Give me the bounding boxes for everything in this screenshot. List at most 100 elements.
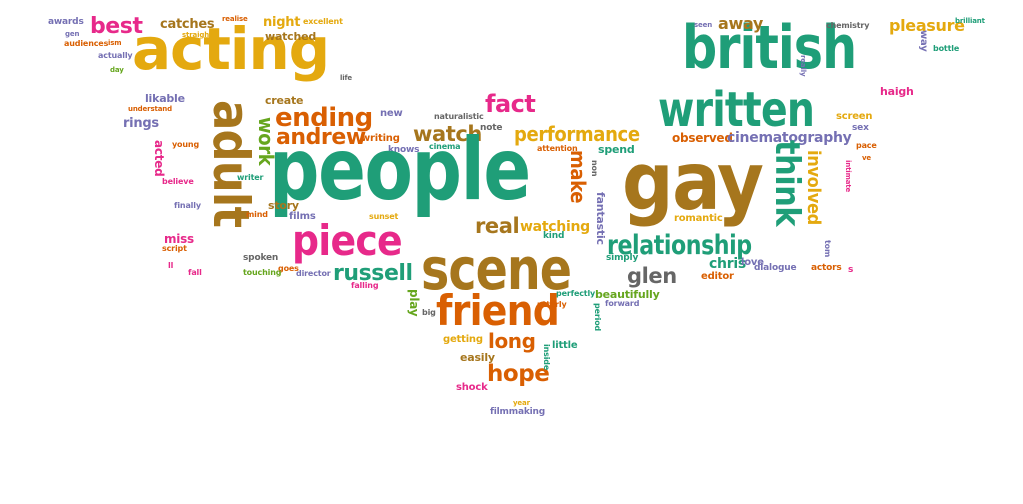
cloud-word-filmmaking: filmmaking bbox=[490, 407, 546, 417]
cloud-word-long: long bbox=[488, 329, 536, 353]
cloud-word-likable: likable bbox=[145, 92, 185, 105]
cloud-word-goes: goes bbox=[278, 264, 299, 273]
cloud-word-forward: forward bbox=[605, 299, 640, 308]
cloud-word-andrew: andrew bbox=[276, 125, 366, 150]
cloud-word-new: new bbox=[380, 108, 403, 119]
cloud-word-scene: scene bbox=[421, 235, 572, 303]
cloud-word-chris: chris bbox=[709, 256, 746, 272]
cloud-word-performance: performance bbox=[514, 122, 640, 146]
cloud-word-bottle: bottle bbox=[933, 44, 960, 53]
cloud-word-life: life bbox=[340, 74, 353, 82]
cloud-word-mind: mind bbox=[246, 210, 268, 219]
cloud-word-beautifully: beautifully bbox=[595, 288, 660, 301]
cloud-word-love: love bbox=[741, 257, 764, 268]
cloud-word-realise: realise bbox=[222, 15, 248, 23]
cloud-word-naturalistic: naturalistic bbox=[434, 112, 484, 121]
cloud-word-year: year bbox=[513, 399, 530, 407]
cloud-word-attention: attention bbox=[537, 144, 578, 153]
cloud-word-watched: watched bbox=[265, 30, 316, 43]
cloud-word-writer: writer bbox=[237, 173, 264, 182]
cloud-word-observed: observed bbox=[672, 131, 733, 145]
cloud-word-ending: ending bbox=[275, 103, 373, 133]
cloud-word-relationship: relationship bbox=[607, 230, 752, 261]
cloud-word-gay: gay bbox=[622, 135, 764, 228]
cloud-word-really: really bbox=[799, 55, 807, 77]
cloud-word-acting: acting bbox=[132, 15, 330, 83]
cloud-word-spoken: spoken bbox=[243, 253, 279, 263]
cloud-word-real: real bbox=[475, 214, 520, 238]
cloud-word-day: day bbox=[110, 66, 124, 74]
cloud-word-little: little bbox=[552, 340, 578, 351]
cloud-word-make: make bbox=[566, 150, 590, 204]
cloud-word-acted: acted bbox=[152, 140, 166, 177]
cloud-word-watch: watch bbox=[413, 122, 482, 146]
cloud-word-young: young bbox=[172, 140, 200, 149]
cloud-word-seen: seen bbox=[694, 21, 713, 29]
cloud-word-tom: tom bbox=[823, 240, 832, 258]
cloud-word-glen: glen bbox=[627, 264, 677, 288]
cloud-word-script: script bbox=[162, 244, 187, 253]
cloud-word-s: s bbox=[848, 265, 854, 275]
cloud-word-note: note bbox=[480, 123, 503, 133]
cloud-word-inside: inside bbox=[542, 344, 551, 371]
cloud-word-haigh: haigh bbox=[880, 85, 914, 98]
cloud-word-director: director bbox=[296, 269, 331, 278]
cloud-word-way: way bbox=[918, 30, 929, 52]
cloud-word-romantic: romantic bbox=[674, 213, 723, 224]
cloud-word-non: non bbox=[590, 160, 599, 177]
cloud-word-simply: simply bbox=[606, 253, 639, 263]
cloud-word-play: play bbox=[407, 289, 421, 317]
cloud-word-best: best bbox=[90, 14, 143, 39]
cloud-word-fall: fall bbox=[188, 268, 202, 277]
cloud-word-think: think bbox=[767, 140, 807, 226]
cloud-word-utterly: utterly bbox=[537, 300, 567, 309]
cloud-word-falling: falling bbox=[351, 281, 379, 290]
cloud-word-pleasure: pleasure bbox=[889, 16, 965, 35]
cloud-word-films: films bbox=[289, 211, 316, 222]
cloud-word-ll: ll bbox=[168, 261, 174, 270]
cloud-word-pace: pace bbox=[856, 141, 877, 150]
cloud-word-editor: editor bbox=[701, 271, 734, 282]
cloud-word-cinematography: cinematography bbox=[727, 130, 852, 146]
cloud-word-catches: catches bbox=[160, 17, 215, 32]
cloud-word-miss: miss bbox=[164, 232, 194, 246]
cloud-word-writing: writing bbox=[361, 133, 400, 144]
cloud-word-cinema: cinema bbox=[429, 142, 461, 151]
cloud-word-spend: spend bbox=[598, 143, 635, 156]
cloud-word-away: away bbox=[718, 14, 764, 33]
cloud-word-russell: russell bbox=[333, 261, 413, 286]
cloud-word-awards: awards bbox=[48, 17, 84, 27]
cloud-word-ism: ism bbox=[108, 39, 122, 47]
cloud-word-screen: screen bbox=[836, 111, 873, 122]
cloud-word-period: period bbox=[593, 303, 602, 332]
cloud-word-british: british bbox=[682, 13, 857, 83]
cloud-word-friend: friend bbox=[436, 286, 560, 335]
cloud-word-intimate: intimate bbox=[844, 160, 852, 193]
cloud-word-easily: easily bbox=[460, 351, 495, 364]
cloud-word-rings: rings bbox=[123, 116, 159, 131]
cloud-word-excellent: excellent bbox=[303, 17, 343, 26]
cloud-word-gen: gen bbox=[65, 30, 80, 38]
cloud-word-actually: actually bbox=[98, 51, 133, 60]
cloud-word-dialogue: dialogue bbox=[754, 263, 797, 273]
cloud-word-actors: actors bbox=[811, 263, 842, 273]
cloud-word-big: big bbox=[422, 308, 436, 317]
cloud-word-chemistry: chemistry bbox=[826, 21, 870, 30]
cloud-word-night: night bbox=[263, 15, 301, 30]
cloud-word-adult: adult bbox=[202, 100, 260, 228]
cloud-word-believe: believe bbox=[162, 177, 194, 186]
cloud-word-fact: fact bbox=[485, 90, 536, 118]
cloud-word-kind: kind bbox=[543, 231, 565, 241]
cloud-word-understand: understand bbox=[128, 105, 173, 113]
cloud-word-create: create bbox=[265, 94, 304, 107]
cloud-word-fantastic: fantastic bbox=[594, 192, 607, 245]
cloud-word-getting: getting bbox=[443, 334, 483, 345]
cloud-word-story: story bbox=[268, 199, 299, 212]
cloud-word-touching: touching bbox=[243, 268, 282, 277]
cloud-word-ve: ve bbox=[862, 154, 872, 162]
cloud-word-straight: straight bbox=[182, 31, 213, 39]
cloud-word-watching: watching bbox=[520, 219, 590, 235]
cloud-word-perfectly: perfectly bbox=[556, 289, 596, 298]
cloud-word-finally: finally bbox=[174, 201, 201, 210]
